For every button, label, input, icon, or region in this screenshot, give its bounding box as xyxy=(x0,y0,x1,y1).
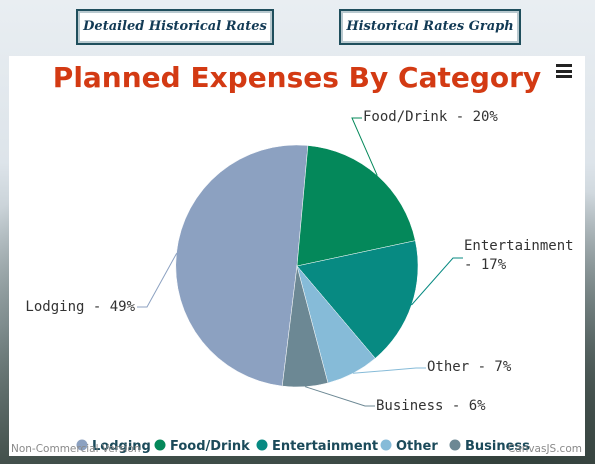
legend-label-food-drink[interactable]: Food/Drink xyxy=(170,439,250,454)
watermark-right: CanvasJS.com xyxy=(508,443,582,455)
data-label-entertainment: Entertainment - 17% xyxy=(464,238,574,273)
data-label-other: Other - 7% xyxy=(427,359,512,375)
connector-line-other xyxy=(352,367,426,374)
connector-line-entertainment xyxy=(411,257,463,306)
legend-marker-business[interactable] xyxy=(449,439,461,451)
connector-line-lodging xyxy=(137,252,178,308)
watermark-left: Non-Commercial Version xyxy=(11,443,140,455)
hamburger-menu-icon[interactable] xyxy=(556,64,572,78)
detailed-historical-rates-button[interactable]: Detailed Historical Rates xyxy=(76,9,274,45)
data-label-business: Business - 6% xyxy=(376,398,486,414)
legend-marker-other[interactable] xyxy=(380,439,392,451)
pie-slice-entertainment[interactable] xyxy=(296,240,419,359)
chart-title: Planned Expenses By Category xyxy=(53,61,541,94)
legend-marker-lodging[interactable] xyxy=(76,439,88,451)
historical-rates-graph-button[interactable]: Historical Rates Graph xyxy=(339,9,521,45)
pie-slice-food-drink[interactable] xyxy=(296,145,416,267)
legend-label-business[interactable]: Business xyxy=(465,439,530,454)
legend-marker-entertainment[interactable] xyxy=(256,439,268,451)
connector-line-food-drink xyxy=(351,117,378,176)
legend-marker-food-drink[interactable] xyxy=(154,439,166,451)
legend-label-entertainment[interactable]: Entertainment xyxy=(272,439,378,454)
data-label-lodging: Lodging - 49% xyxy=(25,299,135,315)
legend-label-other[interactable]: Other xyxy=(396,439,438,454)
legend-label-lodging[interactable]: Lodging xyxy=(92,439,151,454)
data-label-food-drink: Food/Drink - 20% xyxy=(363,109,498,125)
connector-line-business xyxy=(305,386,375,407)
